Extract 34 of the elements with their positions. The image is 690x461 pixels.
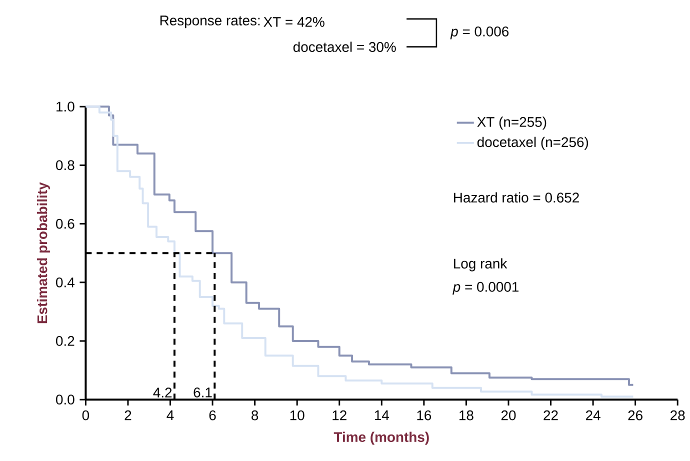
- x-tick-label: 28: [670, 410, 685, 420]
- text: p = 0.006: [450, 26, 509, 40]
- y-tick-label: 0.2: [56, 336, 74, 346]
- y-tick-label: 0.6: [56, 218, 74, 229]
- text: XT = 42%: [264, 16, 324, 27]
- x-tick-label: 26: [628, 410, 642, 420]
- x-tick-label: 6: [209, 410, 216, 420]
- x-tick-label: 10: [290, 410, 304, 420]
- x-tick-label: 22: [544, 410, 558, 420]
- legend-label: docetaxel (n=256): [477, 136, 588, 150]
- x-tick-label: 20: [501, 410, 516, 420]
- y-tick-label: 0.8: [56, 160, 74, 170]
- x-axis-title: Time (months): [334, 432, 429, 445]
- x-tick-label: 4: [166, 410, 174, 420]
- x-tick-label: 16: [417, 410, 432, 420]
- x-tick-label: 18: [460, 410, 474, 420]
- x-tick-label: 0: [82, 410, 90, 420]
- y-axis-title: Estimated probability: [36, 182, 50, 323]
- ref-line-label: 4.2: [153, 387, 172, 398]
- annotation: p = 0.0001: [452, 282, 518, 294]
- x-tick-label: 8: [252, 410, 258, 420]
- annotation: Log rank: [454, 258, 508, 272]
- y-tick-label: 0.0: [56, 394, 74, 404]
- ref-line-label: 6.1: [194, 387, 212, 398]
- annotation: Hazard ratio = 0.652: [454, 192, 579, 202]
- x-tick-label: 12: [332, 410, 346, 420]
- text: Response rates:: [160, 16, 260, 28]
- x-tick-label: 14: [374, 410, 389, 420]
- y-tick-label: 0.4: [56, 277, 74, 288]
- legend-label: XT (n=255): [477, 116, 546, 130]
- x-tick-label: 24: [586, 410, 600, 420]
- x-tick-label: 2: [124, 410, 132, 420]
- y-tick-label: 1.0: [56, 101, 74, 112]
- text: docetaxel = 30%: [293, 42, 396, 52]
